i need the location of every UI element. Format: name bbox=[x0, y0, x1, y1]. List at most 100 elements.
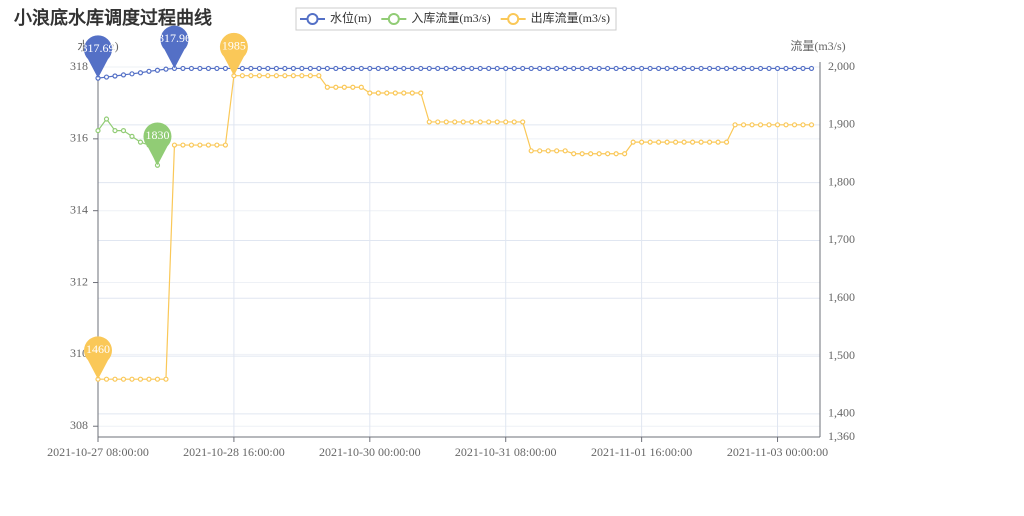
data-point bbox=[715, 65, 721, 72]
data-point bbox=[248, 73, 254, 79]
data-point bbox=[630, 139, 636, 145]
data-point bbox=[791, 122, 798, 128]
data-point bbox=[672, 139, 679, 145]
legend-icon bbox=[507, 13, 520, 25]
mark-pin-label: 317.96 bbox=[158, 31, 191, 45]
data-point bbox=[384, 90, 390, 96]
data-point bbox=[401, 90, 407, 96]
data-point bbox=[137, 139, 144, 145]
data-point bbox=[477, 65, 483, 72]
data-point bbox=[146, 68, 152, 74]
data-point bbox=[766, 122, 772, 128]
data-point bbox=[486, 65, 492, 72]
data-point bbox=[239, 73, 245, 79]
data-point bbox=[613, 151, 619, 157]
data-point bbox=[757, 122, 764, 128]
data-point bbox=[112, 376, 118, 382]
data-point bbox=[800, 65, 806, 72]
y-tick-label: 308 bbox=[70, 418, 88, 432]
data-point bbox=[469, 119, 475, 125]
data-point bbox=[163, 66, 169, 72]
data-point bbox=[452, 65, 458, 72]
data-point bbox=[358, 84, 364, 90]
mark-pin-label: 1985 bbox=[222, 38, 246, 52]
data-point bbox=[401, 65, 407, 72]
data-point bbox=[622, 151, 628, 157]
data-point bbox=[681, 139, 687, 145]
data-point bbox=[689, 65, 696, 72]
data-point bbox=[299, 73, 305, 79]
data-point bbox=[367, 90, 373, 96]
data-point bbox=[435, 65, 441, 72]
data-point bbox=[426, 119, 432, 125]
data-point bbox=[129, 71, 135, 77]
data-point bbox=[511, 119, 517, 125]
mark-pin bbox=[84, 336, 112, 380]
data-point bbox=[740, 122, 747, 128]
data-point bbox=[324, 84, 330, 90]
data-point bbox=[672, 65, 679, 72]
data-point bbox=[706, 139, 713, 145]
data-point bbox=[579, 151, 585, 157]
y-tick-label: 310 bbox=[70, 346, 88, 360]
data-point bbox=[706, 65, 713, 72]
y2-tick-label: 1,700 bbox=[828, 232, 855, 246]
data-point bbox=[180, 65, 186, 72]
legend-icon bbox=[306, 13, 319, 25]
data-point bbox=[613, 65, 619, 72]
data-point bbox=[469, 65, 475, 72]
data-point bbox=[460, 65, 466, 72]
data-point bbox=[188, 65, 195, 72]
data-point bbox=[392, 90, 398, 96]
data-point bbox=[120, 127, 127, 134]
legend-label: 水位(m) bbox=[330, 10, 371, 25]
data-point bbox=[392, 65, 398, 72]
data-point bbox=[664, 65, 670, 72]
data-point bbox=[630, 65, 636, 72]
y2-tick-label: 1,800 bbox=[828, 174, 855, 188]
data-point bbox=[256, 73, 262, 79]
data-point bbox=[358, 65, 364, 72]
data-point bbox=[324, 65, 330, 72]
y2-tick-label: 1,900 bbox=[828, 117, 855, 131]
data-point bbox=[350, 65, 356, 72]
data-point bbox=[656, 139, 662, 145]
data-point bbox=[282, 73, 288, 79]
data-point bbox=[205, 65, 212, 72]
data-point bbox=[137, 376, 144, 382]
data-point bbox=[791, 65, 798, 72]
data-point bbox=[307, 65, 313, 72]
data-point bbox=[588, 151, 594, 157]
data-point bbox=[282, 65, 288, 72]
data-point bbox=[749, 122, 755, 128]
data-point bbox=[112, 127, 118, 134]
mark-pin-label: 317.69 bbox=[82, 41, 115, 55]
data-point bbox=[265, 73, 271, 79]
y2-tick-label: 1,360 bbox=[828, 429, 855, 443]
data-point bbox=[596, 65, 602, 72]
data-point bbox=[409, 90, 415, 96]
data-point bbox=[503, 119, 509, 125]
data-point bbox=[290, 65, 296, 72]
data-point bbox=[222, 65, 229, 72]
data-point bbox=[486, 119, 492, 125]
data-point bbox=[137, 70, 144, 76]
data-point bbox=[740, 65, 747, 72]
mark-pin bbox=[160, 25, 189, 69]
data-point bbox=[103, 376, 110, 382]
data-point bbox=[494, 119, 500, 125]
data-point bbox=[129, 376, 135, 382]
y-tick-label: 318 bbox=[70, 59, 88, 73]
data-point bbox=[732, 65, 738, 72]
data-point bbox=[588, 65, 594, 72]
data-point bbox=[341, 84, 347, 90]
data-point bbox=[112, 73, 118, 79]
y-tick-label: 314 bbox=[70, 202, 88, 216]
data-point bbox=[808, 122, 815, 128]
data-point bbox=[333, 84, 339, 90]
mark-pin bbox=[219, 32, 248, 76]
data-point bbox=[256, 65, 262, 72]
data-point bbox=[384, 65, 390, 72]
data-point bbox=[562, 148, 568, 154]
